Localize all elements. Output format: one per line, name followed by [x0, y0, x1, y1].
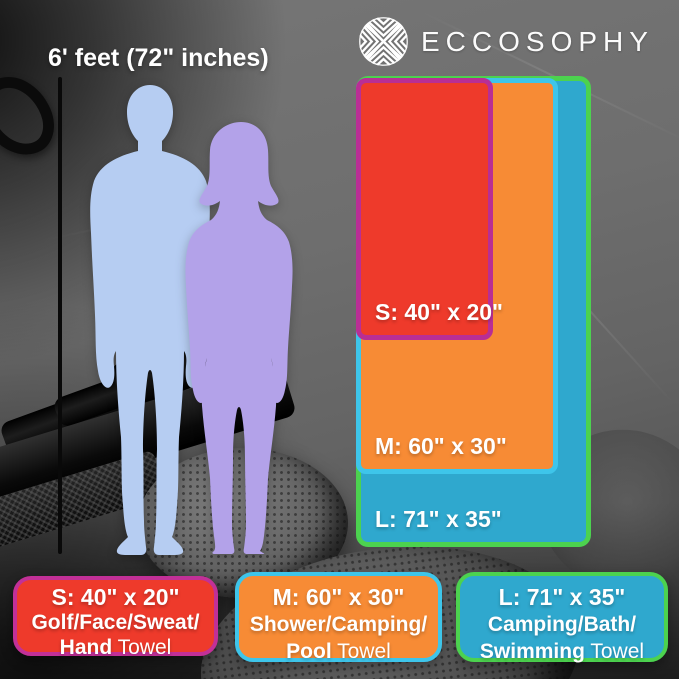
towel-rect-small: S: 40" x 20" — [356, 78, 503, 340]
legend-card-large: L: 71" x 35" Camping/Bath/ Swimming Towe… — [456, 572, 668, 665]
female-silhouette-shape — [185, 122, 293, 554]
male-silhouette — [90, 85, 210, 555]
legend-small-type-bold: Hand — [59, 636, 113, 659]
legend-large-size: L: 71" x 35" — [498, 584, 626, 610]
legend-small-uses: Golf/Face/Sweat/ — [31, 611, 200, 634]
legend-small-type: Hand Towel — [17, 635, 214, 660]
legend-small-type-rest: Towel — [112, 636, 172, 659]
legend-large-uses: Camping/Bath/ — [487, 613, 637, 636]
eccosophy-weave-icon — [358, 16, 409, 67]
legend-medium-type-bold: Pool — [286, 640, 332, 663]
towel-rect-small-label: S: 40" x 20" — [375, 299, 503, 325]
legend-large-type: Swimming Towel — [460, 638, 664, 665]
towel-rect-large-label: L: 71" x 35" — [375, 506, 502, 532]
brand-logo: ECCOSOPHY — [358, 16, 654, 67]
height-reference-label: 6' feet (72" inches) — [48, 44, 269, 72]
legend-card-small: S: 40" x 20" Golf/Face/Sweat/ Hand Towel — [13, 576, 218, 659]
legend-small-size: S: 40" x 20" — [51, 584, 180, 610]
legend-card-medium: M: 60" x 30" Shower/Camping/ Pool Towel — [235, 572, 442, 665]
female-silhouette — [185, 122, 293, 554]
legend-medium-type-rest: Towel — [331, 640, 391, 663]
legend-medium-type: Pool Towel — [239, 638, 438, 665]
height-reference-line — [58, 77, 62, 554]
legend-large-type-rest: Towel — [584, 640, 645, 663]
legend-medium-uses: Shower/Camping/ — [249, 613, 428, 636]
male-silhouette-shape — [90, 85, 210, 555]
legend-medium-size: M: 60" x 30" — [272, 584, 405, 610]
brand-wordmark: ECCOSOPHY — [421, 25, 654, 57]
towel-rect-medium-label: M: 60" x 30" — [375, 433, 507, 459]
legend-large-type-bold: Swimming — [479, 640, 585, 663]
